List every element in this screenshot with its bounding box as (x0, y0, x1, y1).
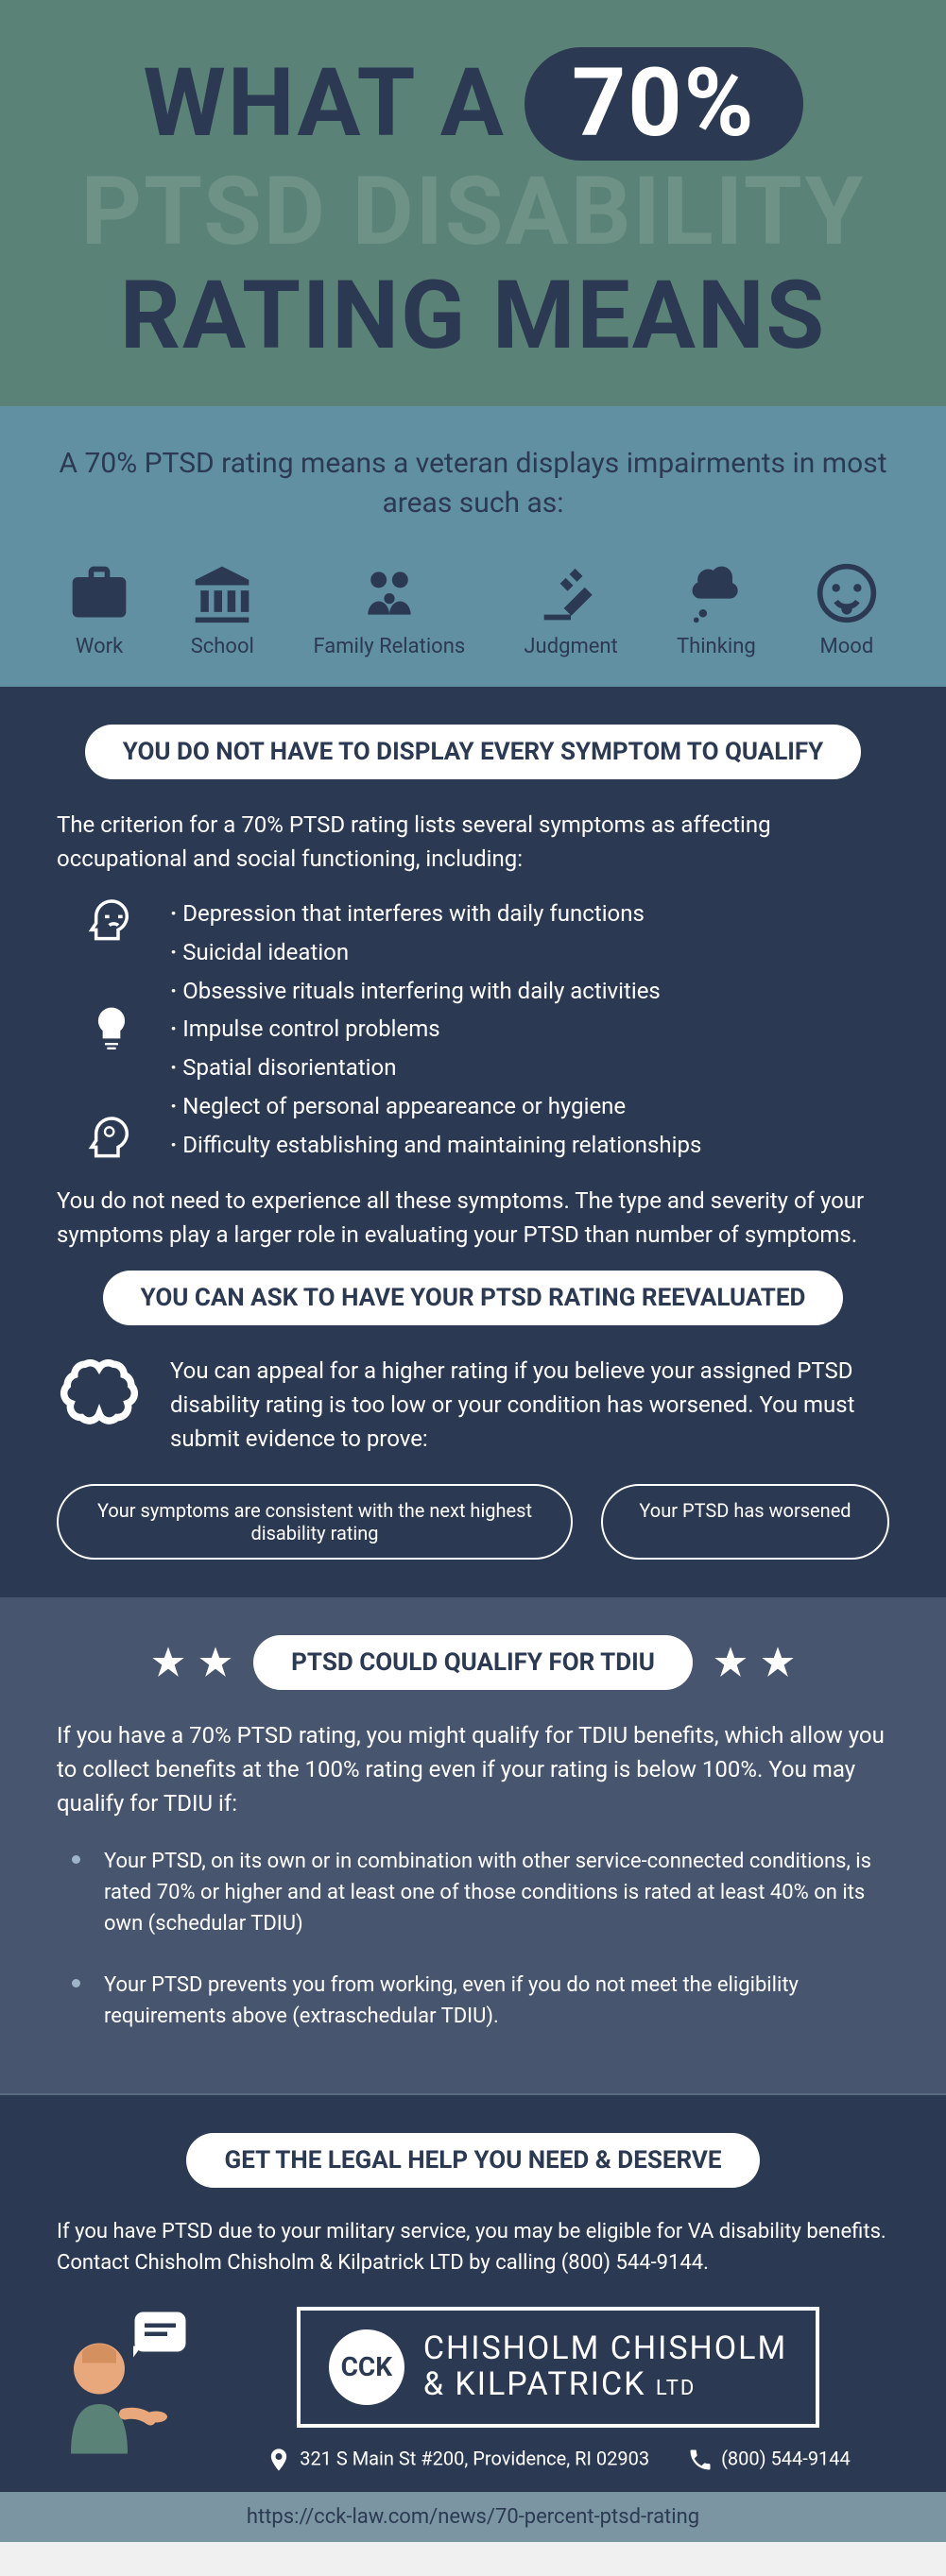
evidence-pill-worsened: Your PTSD has worsened (601, 1484, 889, 1560)
infographic-root: WHAT A 70% PTSD DISABILITY RATING MEANS … (0, 0, 946, 2542)
logo-line-1: CHISHOLM CHISHOLM (423, 2329, 787, 2367)
symptom-item: Suicidal ideation (170, 933, 889, 972)
icon-school: School (190, 561, 254, 658)
star-icon (759, 1644, 797, 1681)
stars-heading: PTSD COULD QUALIFY FOR TDIU (57, 1635, 889, 1690)
symptom-list: Depression that interferes with daily fu… (170, 895, 889, 1165)
family-icon (357, 561, 421, 625)
star-icon (149, 1644, 187, 1681)
logo-ltd: LTD (656, 2377, 696, 2400)
icon-thinking: Thinking (677, 561, 756, 658)
section-symptoms: YOU DO NOT HAVE TO DISPLAY EVERY SYMPTOM… (0, 687, 946, 1597)
footer-para: If you have PTSD due to your military se… (57, 2216, 889, 2278)
logo-line-2: & KILPATRICK (423, 2365, 646, 2403)
person-speech-icon (57, 2310, 198, 2470)
percent-pill: 70% (525, 47, 803, 161)
header-what-a: WHAT A (143, 52, 506, 156)
header-line-2: PTSD DISABILITY (38, 161, 908, 264)
star-icon (197, 1644, 234, 1681)
intro-text: A 70% PTSD rating means a veteran displa… (38, 444, 908, 523)
icon-label: School (191, 635, 254, 658)
header-line-3: RATING MEANS (38, 264, 908, 368)
icon-label: Judgment (524, 635, 617, 658)
symptom-item: Neglect of personal appeareance or hygie… (170, 1087, 889, 1126)
icon-mood: Mood (815, 561, 879, 658)
section-tdiu: PTSD COULD QUALIFY FOR TDIU If you have … (0, 1597, 946, 2093)
logo-box: CCK CHISHOLM CHISHOLM & KILPATRICK LTD (297, 2307, 819, 2428)
symptom-item: Impulse control problems (170, 1010, 889, 1049)
tdiu-bullet: Your PTSD, on its own or in combination … (95, 1839, 889, 1939)
address: 321 S Main St #200, Providence, RI 02903 (266, 2447, 649, 2473)
header: WHAT A 70% PTSD DISABILITY RATING MEANS (0, 0, 946, 406)
phone[interactable]: (800) 544-9144 (687, 2447, 851, 2473)
logo-text: CHISHOLM CHISHOLM & KILPATRICK LTD (423, 2331, 787, 2402)
gavel-icon (539, 561, 603, 625)
phone-icon (687, 2447, 714, 2473)
heading-legal-help: GET THE LEGAL HELP YOU NEED & DESERVE (186, 2133, 759, 2188)
para-not-all: You do not need to experience all these … (57, 1184, 889, 1252)
briefcase-icon (67, 561, 131, 625)
para-appeal: You can appeal for a higher rating if yo… (170, 1354, 889, 1456)
heading-not-every-symptom: YOU DO NOT HAVE TO DISPLAY EVERY SYMPTOM… (85, 725, 862, 779)
logo-block: CCK CHISHOLM CHISHOLM & KILPATRICK LTD 3… (227, 2307, 889, 2473)
stars-left (149, 1644, 234, 1681)
evidence-pill-consistent: Your symptoms are consistent with the ne… (57, 1484, 573, 1560)
evidence-pills: Your symptoms are consistent with the ne… (57, 1484, 889, 1560)
heading-reevaluate: YOU CAN ASK TO HAVE YOUR PTSD RATING REE… (103, 1271, 844, 1325)
icon-family: Family Relations (313, 561, 465, 658)
heading-tdiu: PTSD COULD QUALIFY FOR TDIU (253, 1635, 693, 1690)
stars-right (712, 1644, 797, 1681)
para-criterion: The criterion for a 70% PTSD rating list… (57, 808, 889, 876)
header-line-1: WHAT A 70% (38, 47, 908, 161)
logo-mark: CCK (329, 2329, 404, 2405)
school-icon (190, 561, 254, 625)
pin-icon (266, 2447, 292, 2473)
side-icons (85, 895, 138, 1165)
mood-icon (815, 561, 879, 625)
symptom-item: Spatial disorientation (170, 1049, 889, 1087)
contact-row: 321 S Main St #200, Providence, RI 02903… (266, 2447, 851, 2473)
icon-label: Mood (820, 635, 874, 658)
icon-label: Work (76, 635, 123, 658)
icon-label: Thinking (677, 635, 756, 658)
tdiu-bullet: Your PTSD prevents you from working, eve… (95, 1963, 889, 2032)
intro-band: A 70% PTSD rating means a veteran displa… (0, 406, 946, 687)
brain-icon (57, 1354, 142, 1439)
url-bar[interactable]: https://cck-law.com/news/70-percent-ptsd… (0, 2492, 946, 2542)
symptom-item: Obsessive rituals interfering with daily… (170, 972, 889, 1011)
symptom-item: Depression that interferes with daily fu… (170, 895, 889, 933)
icon-label: Family Relations (313, 635, 465, 658)
symptom-item: Difficulty establishing and maintaining … (170, 1126, 889, 1165)
head-sad-icon (85, 895, 138, 947)
icon-row: Work School Family Relations Judgment Th… (38, 561, 908, 658)
footer-row: CCK CHISHOLM CHISHOLM & KILPATRICK LTD 3… (57, 2307, 889, 2473)
star-icon (712, 1644, 749, 1681)
icon-judgment: Judgment (524, 561, 617, 658)
thought-icon (684, 561, 748, 625)
tdiu-bullets: Your PTSD, on its own or in combination … (95, 1839, 889, 2032)
footer-section: GET THE LEGAL HELP YOU NEED & DESERVE If… (0, 2093, 946, 2492)
para-tdiu: If you have a 70% PTSD rating, you might… (57, 1718, 889, 1820)
brain-row: You can appeal for a higher rating if yo… (57, 1354, 889, 1456)
head-gear-icon (85, 1112, 138, 1165)
lightbulb-icon (85, 1003, 138, 1056)
icon-work: Work (67, 561, 131, 658)
